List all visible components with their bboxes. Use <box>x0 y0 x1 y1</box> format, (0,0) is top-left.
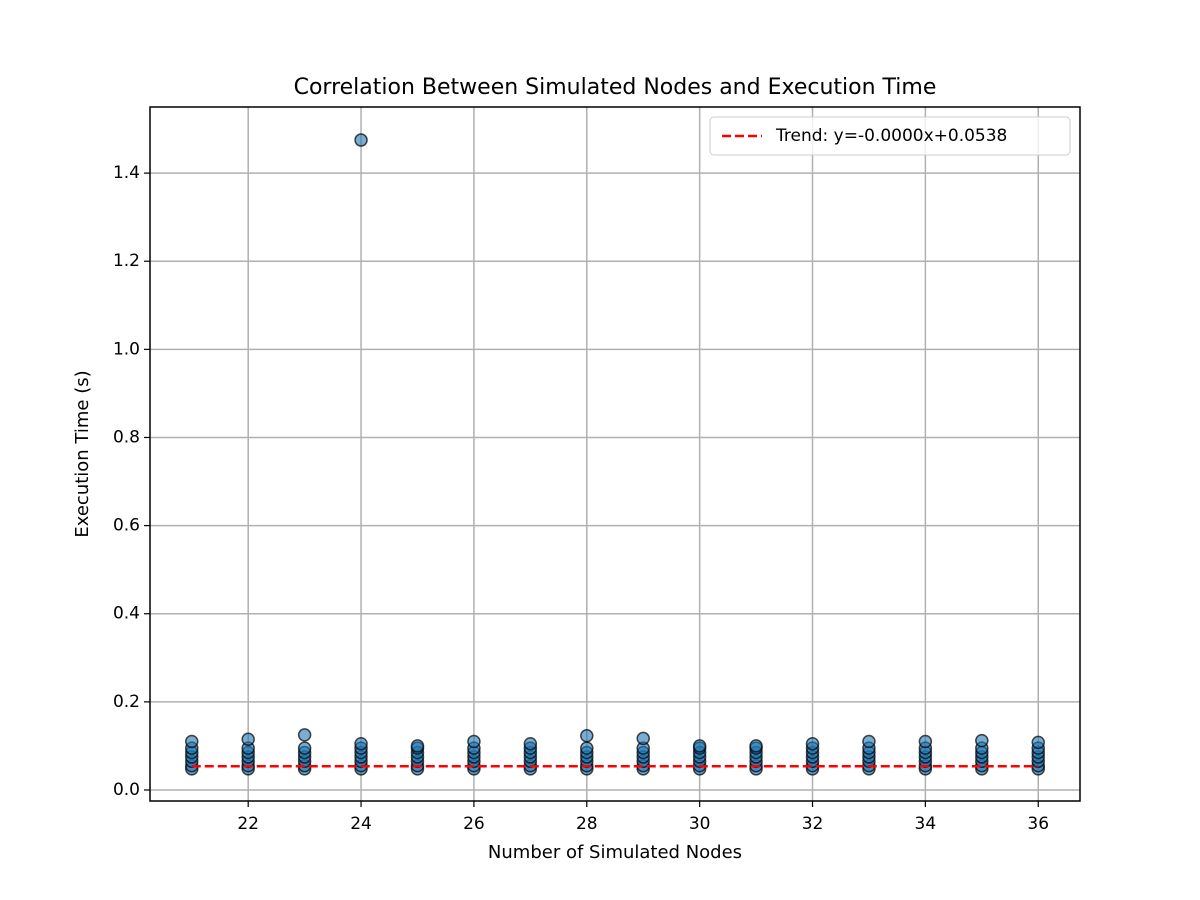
y-tick-label: 0.4 <box>113 604 140 624</box>
scatter-point <box>975 733 989 748</box>
y-tick-label: 0.0 <box>113 780 140 800</box>
scatter-point <box>523 736 538 751</box>
x-tick-label: 22 <box>237 814 259 834</box>
plot-frame <box>149 106 1081 802</box>
x-tick-label: 26 <box>463 814 485 834</box>
x-tick-label: 30 <box>689 814 711 834</box>
x-tick-label: 34 <box>915 814 937 834</box>
scatter-point <box>241 732 255 747</box>
x-tick-label: 24 <box>350 814 372 834</box>
scatter-point <box>805 736 820 751</box>
scatter-point <box>636 731 650 746</box>
scatter-point <box>692 739 707 753</box>
scatter-point <box>1031 735 1045 750</box>
scatter-point <box>580 741 594 755</box>
scatter-point <box>297 728 312 742</box>
y-tick-label: 1.2 <box>113 251 140 271</box>
x-tick-label: 36 <box>1027 814 1049 834</box>
y-axis-label: Execution Time (s) <box>72 370 93 537</box>
chart-title: Correlation Between Simulated Nodes and … <box>294 75 937 100</box>
legend-box <box>709 116 1071 156</box>
scatter-point <box>749 739 763 753</box>
scatter-point <box>354 133 368 147</box>
scatter-point <box>918 734 933 749</box>
x-axis-label: Number of Simulated Nodes <box>488 842 742 863</box>
y-tick-label: 0.6 <box>113 516 140 536</box>
scatter-point <box>862 734 876 749</box>
y-tick-label: 1.0 <box>113 339 140 359</box>
y-tick-label: 0.2 <box>113 692 140 712</box>
y-tick-label: 1.4 <box>113 163 140 183</box>
scatter-point <box>354 736 368 751</box>
scatter-point <box>467 734 481 749</box>
scatter-point <box>297 741 312 755</box>
scatter-point <box>410 739 425 753</box>
y-tick-label: 0.8 <box>113 427 140 447</box>
scatter-point <box>185 734 199 749</box>
x-tick-label: 32 <box>802 814 824 834</box>
scatter-point <box>580 729 594 743</box>
x-tick-label: 28 <box>576 814 598 834</box>
legend-label: Trend: y=-0.0000x+0.0538 <box>775 126 1007 146</box>
